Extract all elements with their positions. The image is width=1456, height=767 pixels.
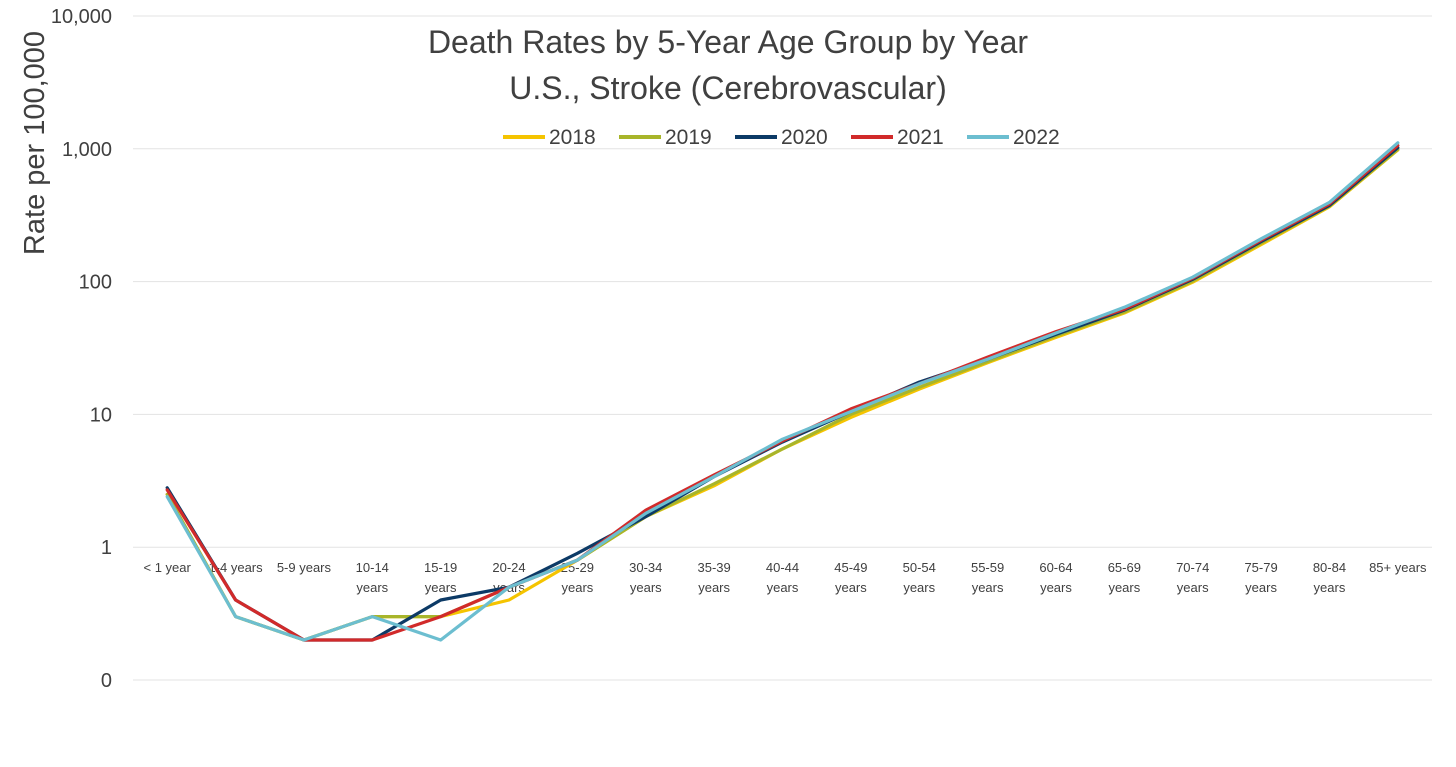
x-tick-label: 80-84 years bbox=[1313, 560, 1346, 595]
y-tick-label: 10 bbox=[90, 404, 112, 426]
y-axis-ticks: 0 1 10 100 1,000 10,000 bbox=[51, 6, 112, 692]
x-tick-label: 10-14 years bbox=[356, 560, 389, 595]
x-tick-label: 5-9 years bbox=[277, 560, 332, 575]
legend-label-2019: 2019 bbox=[665, 126, 712, 149]
legend-label-2020: 2020 bbox=[781, 126, 828, 149]
y-tick-label: 1,000 bbox=[62, 139, 112, 161]
legend: 2018 2019 2020 2021 2022 bbox=[503, 126, 1060, 149]
y-tick-label: 10,000 bbox=[51, 6, 112, 28]
y-axis-label: Rate per 100,000 bbox=[19, 31, 51, 255]
x-axis-ticks: < 1 year 1-4 years 5-9 years 10-14 years 15-1… bbox=[144, 560, 1428, 595]
legend-label-2018: 2018 bbox=[549, 126, 596, 149]
legend-label-2021: 2021 bbox=[897, 126, 944, 149]
series-line-2022 bbox=[165, 141, 1400, 642]
x-tick-label: 40-44 years bbox=[766, 560, 799, 595]
y-tick-label: 0 bbox=[101, 670, 112, 692]
x-tick-label: 30-34 years bbox=[629, 560, 662, 595]
chart-title-line-2: U.S., Stroke (Cerebrovascular) bbox=[509, 70, 946, 106]
gridlines bbox=[133, 15, 1432, 681]
y-tick-label: 1 bbox=[101, 537, 112, 559]
legend-label-2022: 2022 bbox=[1013, 126, 1060, 149]
x-tick-label: 75-79 years bbox=[1244, 560, 1277, 595]
x-tick-label: 65-69 years bbox=[1108, 560, 1141, 595]
x-tick-label: < 1 year bbox=[144, 560, 192, 575]
x-tick-label: 1-4 years bbox=[208, 560, 263, 575]
x-tick-label: 70-74 years bbox=[1176, 560, 1209, 595]
x-tick-label: 35-39 years bbox=[698, 560, 731, 595]
x-tick-label: 55-59 years bbox=[971, 560, 1004, 595]
y-tick-label: 100 bbox=[79, 272, 112, 294]
x-tick-label: 50-54 years bbox=[903, 560, 936, 595]
x-tick-label: 45-49 years bbox=[834, 560, 867, 595]
x-tick-label: 85+ years bbox=[1369, 560, 1427, 575]
x-tick-label: 60-64 years bbox=[1039, 560, 1072, 595]
chart-title-line-1: Death Rates by 5-Year Age Group by Year bbox=[428, 24, 1028, 60]
series-lines bbox=[165, 141, 1400, 642]
x-tick-label: 15-19 years bbox=[424, 560, 457, 595]
